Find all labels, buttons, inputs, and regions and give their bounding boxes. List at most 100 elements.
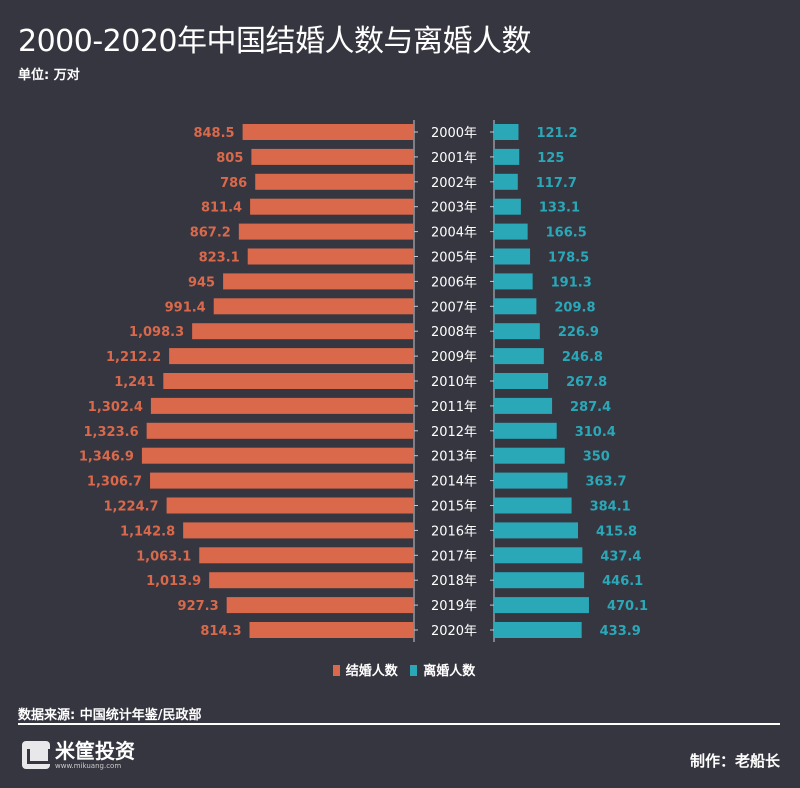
marriage-bar (251, 148, 414, 165)
divorce-bar (494, 622, 582, 638)
divorce-bar (494, 547, 583, 564)
divorce-data-label: 384.1 (590, 500, 631, 515)
year-label: 2020年 (431, 624, 477, 639)
year-label: 2017年 (431, 549, 477, 564)
year-label: 2019年 (431, 599, 477, 614)
divorce-data-label: 226.9 (558, 325, 599, 340)
divorce-bar (494, 597, 589, 614)
year-label: 2009年 (431, 350, 477, 365)
legend: 结婚人数 离婚人数 (0, 660, 800, 679)
divorce-data-label: 415.8 (596, 524, 637, 539)
year-label: 2004年 (431, 226, 477, 241)
marriage-bar (163, 373, 414, 389)
divorce-data-label: 125 (537, 151, 564, 166)
divorce-bar (494, 572, 585, 589)
marriage-data-label: 1,142.8 (120, 524, 175, 539)
marriage-bar (209, 572, 414, 589)
divorce-data-label: 437.4 (600, 549, 641, 564)
year-label: 2011年 (431, 400, 477, 415)
year-label: 2001年 (431, 151, 477, 166)
marriage-bar (192, 323, 414, 340)
marriage-data-label: 1,241 (114, 375, 155, 390)
year-label: 2015年 (431, 500, 477, 515)
divorce-bar (494, 223, 528, 240)
divorce-bar (494, 348, 544, 365)
marriage-bar (250, 198, 414, 215)
marriage-data-label: 1,306.7 (87, 475, 142, 490)
divorce-data-label: 166.5 (546, 226, 587, 241)
year-label: 2005年 (431, 251, 477, 266)
divorce-bar (494, 422, 557, 439)
marriage-data-label: 814.3 (200, 624, 241, 639)
marriage-bar (166, 497, 414, 514)
unit-label: 单位: 万对 (18, 68, 80, 83)
year-label: 2013年 (431, 450, 477, 465)
divorce-data-label: 191.3 (551, 275, 592, 290)
divorce-data-label: 350 (583, 450, 610, 465)
marriage-bar (238, 223, 414, 240)
marriage-bar (223, 273, 414, 290)
divorce-bar (494, 373, 549, 389)
legend-swatch-marriage (332, 665, 340, 676)
divorce-data-label: 246.8 (562, 350, 603, 365)
marriage-data-label: 811.4 (201, 201, 242, 216)
marriage-data-label: 927.3 (178, 599, 219, 614)
legend-label-divorce: 离婚人数 (423, 664, 476, 679)
marriage-data-label: 1,346.9 (79, 450, 134, 465)
divorce-data-label: 433.9 (600, 624, 641, 639)
year-label: 2008年 (431, 325, 477, 340)
year-label: 2000年 (431, 126, 477, 141)
marriage-data-label: 1,013.9 (146, 574, 201, 589)
year-label: 2014年 (431, 475, 477, 490)
marriage-bar (226, 597, 414, 614)
marriage-bar (169, 348, 414, 365)
marriage-bar (141, 447, 414, 464)
year-label: 2006年 (431, 275, 477, 290)
marriage-data-label: 823.1 (199, 251, 240, 266)
divorce-bar (494, 124, 519, 140)
marriage-data-label: 1,098.3 (129, 325, 184, 340)
chart-title: 2000-2020年中国结婚人数与离婚人数 (18, 24, 532, 59)
legend-label-marriage: 结婚人数 (345, 664, 398, 679)
divorce-bar (494, 173, 518, 190)
year-label: 2002年 (431, 176, 477, 191)
marriage-bar (213, 298, 414, 315)
divorce-data-label: 363.7 (585, 475, 626, 490)
logo: 米筐投资 www.mikuang.com (22, 740, 135, 770)
logo-url: www.mikuang.com (55, 762, 122, 770)
marriage-data-label: 786 (220, 176, 247, 191)
divorce-bar (494, 273, 533, 290)
marriage-data-label: 1,302.4 (88, 400, 143, 415)
marriage-data-label: 945 (188, 275, 215, 290)
divorce-bar (494, 497, 572, 514)
marriage-data-label: 848.5 (193, 126, 234, 141)
credit: 制作：老船长 (689, 752, 780, 770)
year-label: 2007年 (431, 300, 477, 315)
marriage-bar (249, 622, 414, 638)
year-label: 2018年 (431, 574, 477, 589)
logo-icon (22, 741, 51, 769)
marriage-bar (146, 422, 414, 439)
marriage-bar (150, 472, 414, 489)
marriage-data-label: 1,323.6 (84, 425, 139, 440)
divorce-bar (494, 198, 521, 215)
divorce-bar (494, 522, 578, 539)
divorce-bar (494, 323, 540, 340)
divorce-bar (494, 447, 565, 464)
divorce-data-label: 267.8 (566, 375, 607, 390)
marriage-data-label: 1,224.7 (104, 500, 159, 515)
year-label: 2010年 (431, 375, 477, 390)
logo-name: 米筐投资 (55, 739, 135, 763)
legend-swatch-divorce (410, 665, 418, 676)
year-label: 2012年 (431, 425, 477, 440)
divorce-data-label: 121.2 (536, 126, 577, 141)
marriage-data-label: 867.2 (190, 226, 231, 241)
marriage-bar (242, 124, 414, 140)
marriage-data-label: 991.4 (165, 300, 206, 315)
divorce-bar (494, 298, 537, 315)
divorce-data-label: 117.7 (536, 176, 577, 191)
butterfly-bar-chart: 2000年 848.5 121.2 2001年 805 125 2002年 786 117.7 2… (79, 120, 648, 642)
divider (18, 723, 780, 725)
divorce-data-label: 470.1 (607, 599, 648, 614)
marriage-data-label: 1,063.1 (136, 549, 191, 564)
